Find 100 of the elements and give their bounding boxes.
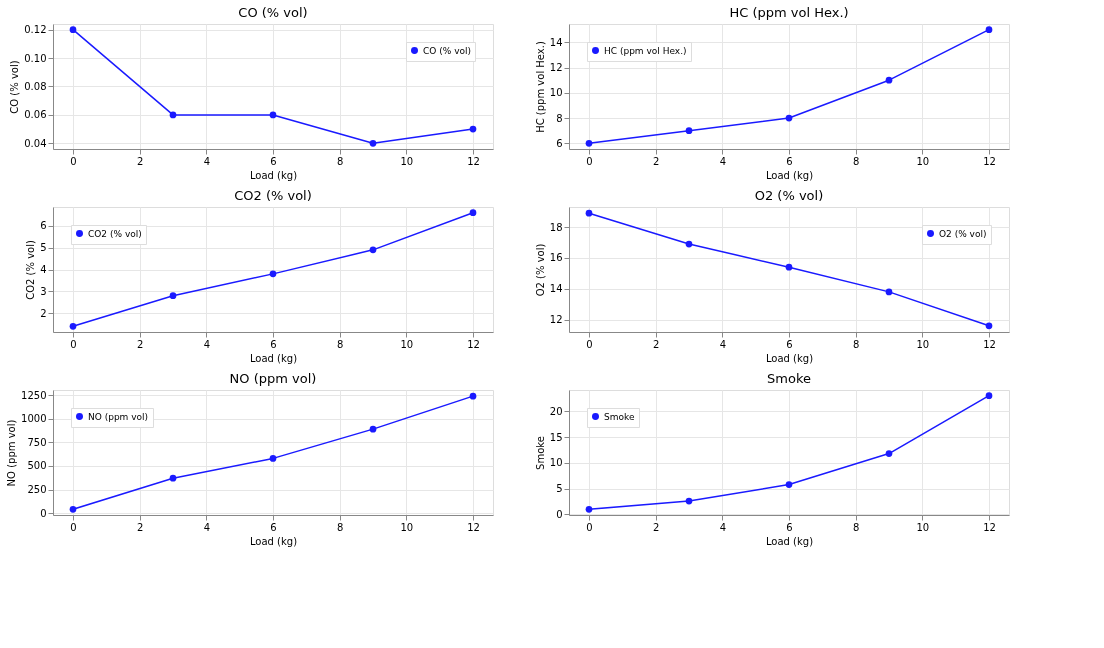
x-tick-label: 0 [70, 338, 77, 350]
x-tick-label: 10 [916, 338, 930, 350]
y-tick-label: 250 [27, 484, 47, 496]
point [469, 392, 477, 400]
point [885, 76, 893, 84]
x-tick-label: 10 [916, 155, 930, 167]
x-tick-label: 0 [70, 155, 77, 167]
y-tick-label: 14 [549, 36, 563, 48]
x-tick-label: 4 [203, 155, 211, 167]
x-axis-title: Load (kg) [249, 535, 298, 547]
x-tick-label: 8 [336, 521, 344, 533]
point [785, 481, 793, 488]
x-tick-label: 4 [203, 521, 211, 533]
point [685, 497, 693, 505]
point [269, 270, 277, 278]
chart-title: CO (% vol) [238, 5, 308, 20]
point [685, 240, 693, 248]
point [169, 111, 177, 119]
legend-label: HC (ppm vol Hex.) [604, 45, 687, 56]
y-tick-label: 0 [556, 508, 563, 520]
y-tick-label: 18 [549, 221, 563, 233]
y-tick-label: 2 [40, 307, 47, 319]
chart-title: Smoke [767, 371, 811, 386]
x-tick-label: 12 [467, 155, 480, 167]
x-tick-label: 2 [136, 338, 144, 350]
x-tick-label: 4 [719, 338, 727, 350]
x-tick-label: 12 [983, 521, 996, 533]
point [885, 288, 893, 296]
point [469, 125, 477, 133]
y-tick-label: 12 [549, 62, 563, 74]
x-tick-label: 10 [916, 521, 930, 533]
x-axis-title: Load (kg) [249, 169, 298, 181]
y-tick-label: 15 [549, 431, 563, 443]
y-axis-title: O2 (% vol) [534, 243, 546, 297]
x-axis-title: Load (kg) [765, 352, 814, 364]
point [469, 209, 477, 217]
legend-label: CO (% vol) [423, 45, 471, 56]
point [69, 322, 77, 330]
x-tick-label: 4 [203, 338, 211, 350]
y-axis-title: NO (ppm vol) [6, 419, 18, 487]
chart-title: CO2 (% vol) [234, 188, 312, 203]
point [269, 455, 277, 462]
x-tick-label: 2 [136, 521, 144, 533]
point [269, 111, 277, 119]
chart-title: NO (ppm vol) [229, 371, 317, 386]
point [785, 263, 793, 271]
chart-title: O2 (% vol) [754, 188, 824, 203]
x-tick-label: 6 [786, 155, 793, 167]
y-tick-label: 750 [27, 436, 47, 448]
y-tick-label: 0 [40, 507, 47, 519]
x-tick-label: 10 [400, 338, 414, 350]
point [69, 505, 77, 513]
x-tick-label: 6 [786, 338, 793, 350]
y-tick-label: 5 [556, 483, 563, 495]
y-tick-label: 1250 [21, 389, 47, 401]
x-tick-label: 10 [400, 521, 414, 533]
legend-label: Smoke [604, 411, 635, 422]
point [985, 392, 993, 400]
x-tick-label: 0 [70, 521, 77, 533]
x-tick-label: 6 [270, 521, 277, 533]
x-tick-label: 12 [983, 155, 996, 167]
y-tick-label: 0.10 [24, 52, 47, 64]
y-tick-label: 6 [40, 220, 47, 232]
point [985, 26, 993, 34]
y-tick-label: 8 [556, 112, 563, 124]
point [585, 505, 593, 513]
x-axis-title: Load (kg) [249, 352, 298, 364]
x-tick-label: 2 [652, 338, 660, 350]
y-axis-title: HC (ppm vol Hex.) [534, 41, 546, 133]
y-axis-title: Smoke [534, 436, 546, 470]
point [985, 322, 993, 330]
x-tick-label: 2 [136, 155, 144, 167]
point [885, 450, 893, 457]
x-tick-label: 2 [652, 521, 660, 533]
y-tick-label: 0.08 [24, 81, 47, 92]
y-axis-title: CO (% vol) [9, 60, 21, 114]
x-tick-label: 12 [467, 521, 480, 533]
x-axis-title: Load (kg) [765, 535, 814, 547]
x-tick-label: 12 [467, 338, 480, 350]
point [585, 209, 593, 217]
x-tick-label: 6 [270, 155, 277, 167]
y-tick-label: 4 [40, 264, 47, 275]
y-tick-label: 16 [549, 252, 563, 264]
y-axis-title: CO2 (% vol) [25, 240, 37, 300]
y-tick-label: 1000 [21, 413, 47, 425]
x-tick-label: 12 [983, 338, 996, 350]
x-tick-label: 4 [719, 155, 727, 167]
point [169, 474, 177, 482]
x-tick-label: 0 [586, 338, 593, 350]
x-tick-label: 0 [586, 155, 593, 167]
y-tick-label: 6 [556, 137, 563, 149]
point [369, 139, 377, 147]
point [685, 127, 693, 135]
x-tick-label: 6 [786, 521, 793, 533]
y-tick-label: 12 [549, 314, 563, 326]
y-tick-label: 10 [549, 87, 563, 99]
point [169, 292, 177, 300]
y-tick-label: 3 [40, 285, 47, 297]
chart-title: HC (ppm vol Hex.) [729, 5, 849, 20]
point [585, 139, 593, 147]
